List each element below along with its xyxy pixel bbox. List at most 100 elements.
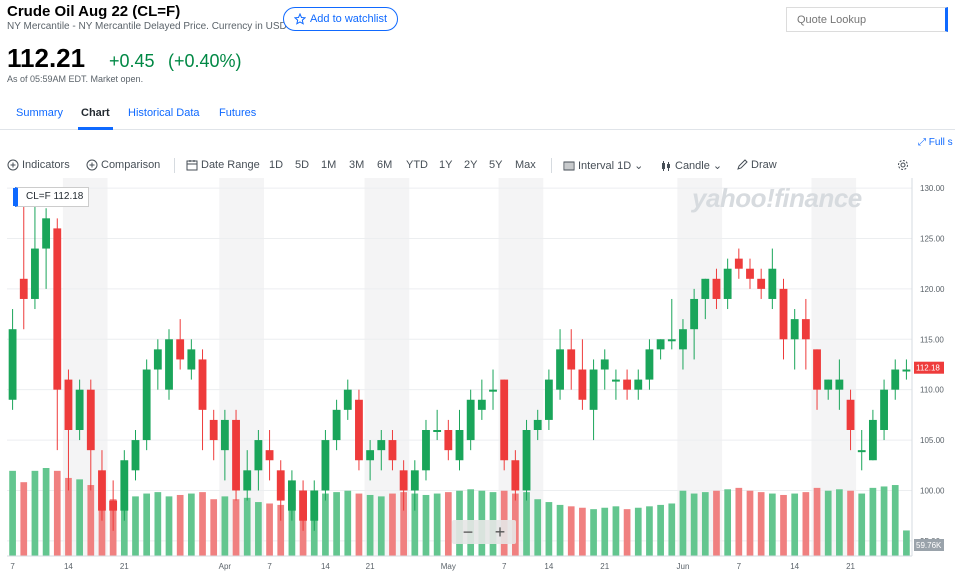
volume-bar [668,503,676,556]
add-to-watchlist-button[interactable]: Add to watchlist [283,7,398,31]
x-tick-label: 7 [267,562,272,571]
candle-body [433,430,442,432]
volume-bar [210,499,218,556]
volume-bar [333,492,340,556]
candle-body [779,288,788,340]
volume-bar [288,506,296,556]
volume-bar [903,530,910,556]
volume-bar [713,490,720,556]
price-change: +0.45 [109,51,155,71]
x-tick-label: 14 [64,562,73,571]
x-tick-label: 14 [321,562,330,571]
candle-body [857,450,866,453]
tab-futures[interactable]: Futures [219,107,257,119]
volume-bar [757,492,765,556]
volume-bar [567,506,575,556]
fullscreen-label: Full s [928,137,953,148]
y-tick-label: 125.00 [920,234,945,243]
candle-body [232,419,240,491]
range-5d[interactable]: 5D [295,159,310,171]
range-1d[interactable]: 1D [269,159,284,171]
last-price-label: 112.18 [916,364,940,373]
chart-type-dropdown[interactable]: Candle ⌄ [660,159,722,172]
candle-body [19,278,28,299]
volume-bar [87,485,95,556]
candle-body [902,369,911,372]
indicators-button[interactable]: Indicators [7,159,70,171]
volume-bar [411,493,419,556]
tab-chart[interactable]: Chart [78,107,113,130]
zoom-in-button[interactable]: + [494,521,506,542]
volume-bar [322,493,329,556]
candle-body [679,329,687,350]
volume-bar [53,470,61,556]
candle-body [287,480,296,511]
candle-body [868,419,877,461]
instrument-subtitle: NY Mercantile - NY Mercantile Delayed Pr… [7,21,287,32]
y-tick-label: 105.00 [920,436,945,445]
tab-summary[interactable]: Summary [16,107,64,119]
interval-dropdown[interactable]: Interval 1D ⌄ [563,159,643,172]
candle-body [98,470,106,511]
interval-value: 1D [617,159,632,172]
volume-bar [255,502,262,556]
candle-body [310,490,319,521]
zoom-out-button[interactable]: − [462,521,474,542]
x-tick-label: 21 [366,562,375,571]
volume-bar [545,502,553,556]
volume-bar [243,497,251,556]
chart-toolbar: Indicators Comparison Date Range 1D 5D 1… [0,156,955,176]
volume-bar [836,489,843,556]
toolbar-divider [551,158,552,173]
range-max[interactable]: Max [515,159,536,171]
volume-bar [679,490,687,556]
period-band [219,178,264,556]
volume-bar [891,485,899,556]
interval-icon [563,161,575,170]
candle-body [667,339,676,342]
price-change-percent: (+0.40%) [168,51,242,71]
volume-bar [534,499,542,556]
tab-historical-data[interactable]: Historical Data [128,107,200,119]
y-tick-label: 115.00 [920,335,944,344]
range-3m[interactable]: 3M [349,159,365,171]
volume-bar [232,499,240,556]
volume-bar [188,493,195,556]
price-chart[interactable]: 130.00 125.00 120.00 115.00 110.00 105.00 100.… [0,178,955,578]
quote-lookup-input[interactable] [786,7,948,32]
range-ytd[interactable]: YTD [406,159,428,171]
volume-bar [634,507,642,556]
volume-bar [601,507,609,556]
candle-body [846,399,855,430]
current-price: 112.21 [7,43,86,73]
volume-bar [746,490,754,556]
y-tick-label: 130.00 [920,184,945,193]
pencil-icon [737,159,748,170]
y-tick-label: 100.00 [920,486,945,495]
candle-body [388,440,397,461]
range-1m[interactable]: 1M [321,159,337,171]
settings-button[interactable] [897,159,909,171]
range-2y[interactable]: 2Y [464,159,478,171]
candle-body [790,319,799,340]
range-5y[interactable]: 5Y [489,159,503,171]
draw-button[interactable]: Draw [736,159,777,171]
tooltip-symbol: CL=F [26,191,51,202]
candle-body [86,389,95,451]
date-range-button[interactable]: Date Range [186,159,260,171]
comparison-button[interactable]: Comparison [86,159,160,171]
chart-type-label: Candle [675,159,710,172]
range-6m[interactable]: 6M [377,159,393,171]
x-tick-label: 7 [737,562,742,571]
candle-body [813,349,821,390]
draw-label: Draw [751,159,777,171]
indicators-label: Indicators [22,159,70,171]
volume-bar [143,493,151,556]
volume-bar [20,482,28,556]
x-tick-label: 21 [846,562,855,571]
fullscreen-link[interactable]: ⤢ Full s [918,137,953,148]
range-1y[interactable]: 1Y [439,159,453,171]
candle-body [220,419,229,451]
candle-body [120,460,129,511]
candle-body [634,379,643,390]
